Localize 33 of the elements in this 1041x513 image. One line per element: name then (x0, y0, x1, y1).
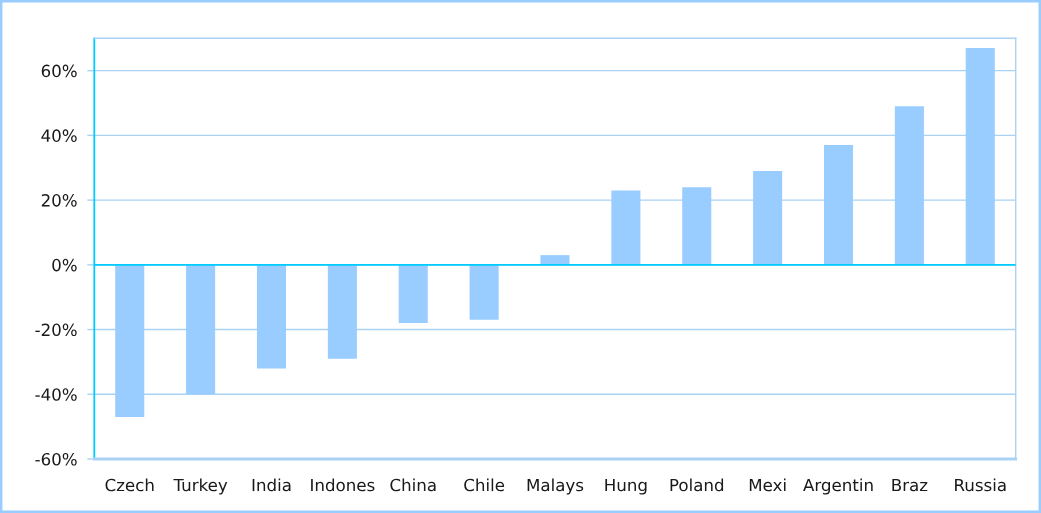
bar (256, 264, 287, 369)
bar (823, 145, 854, 265)
y-tick-label: -20% (35, 323, 77, 337)
y-tick-label: 60% (41, 64, 77, 78)
x-tick-label: Poland (670, 478, 724, 492)
bar (894, 106, 924, 265)
x-tick-label: Czech (105, 478, 154, 492)
x-tick-label: Braz (892, 478, 928, 492)
bar (186, 264, 216, 395)
x-tick-label: Hung (605, 478, 647, 495)
x-tick-label: Turkey (173, 478, 228, 495)
bar (469, 264, 499, 320)
y-tick-label: 40% (41, 129, 77, 142)
y-tick-label: -60% (35, 452, 77, 466)
y-tick-label: 0% (52, 258, 77, 272)
bar (115, 264, 145, 417)
y-tick-label: 20% (41, 194, 77, 207)
bar (965, 48, 995, 265)
bar (611, 190, 641, 265)
x-tick-label: China (390, 478, 436, 492)
bar (753, 170, 783, 265)
y-tick-label: -40% (35, 388, 77, 401)
x-tick-label: Argentin (803, 478, 873, 495)
bar (327, 264, 357, 359)
x-tick-label: India (252, 478, 291, 492)
bar (398, 264, 428, 324)
x-tick-label: Chile (464, 478, 505, 492)
x-tick-label: Mexi (749, 478, 786, 492)
bar (682, 187, 712, 265)
x-tick-label: Malays (527, 478, 584, 495)
bar (540, 255, 570, 265)
x-tick-label: Indones (311, 478, 375, 492)
x-tick-label: Russia (955, 478, 1006, 492)
